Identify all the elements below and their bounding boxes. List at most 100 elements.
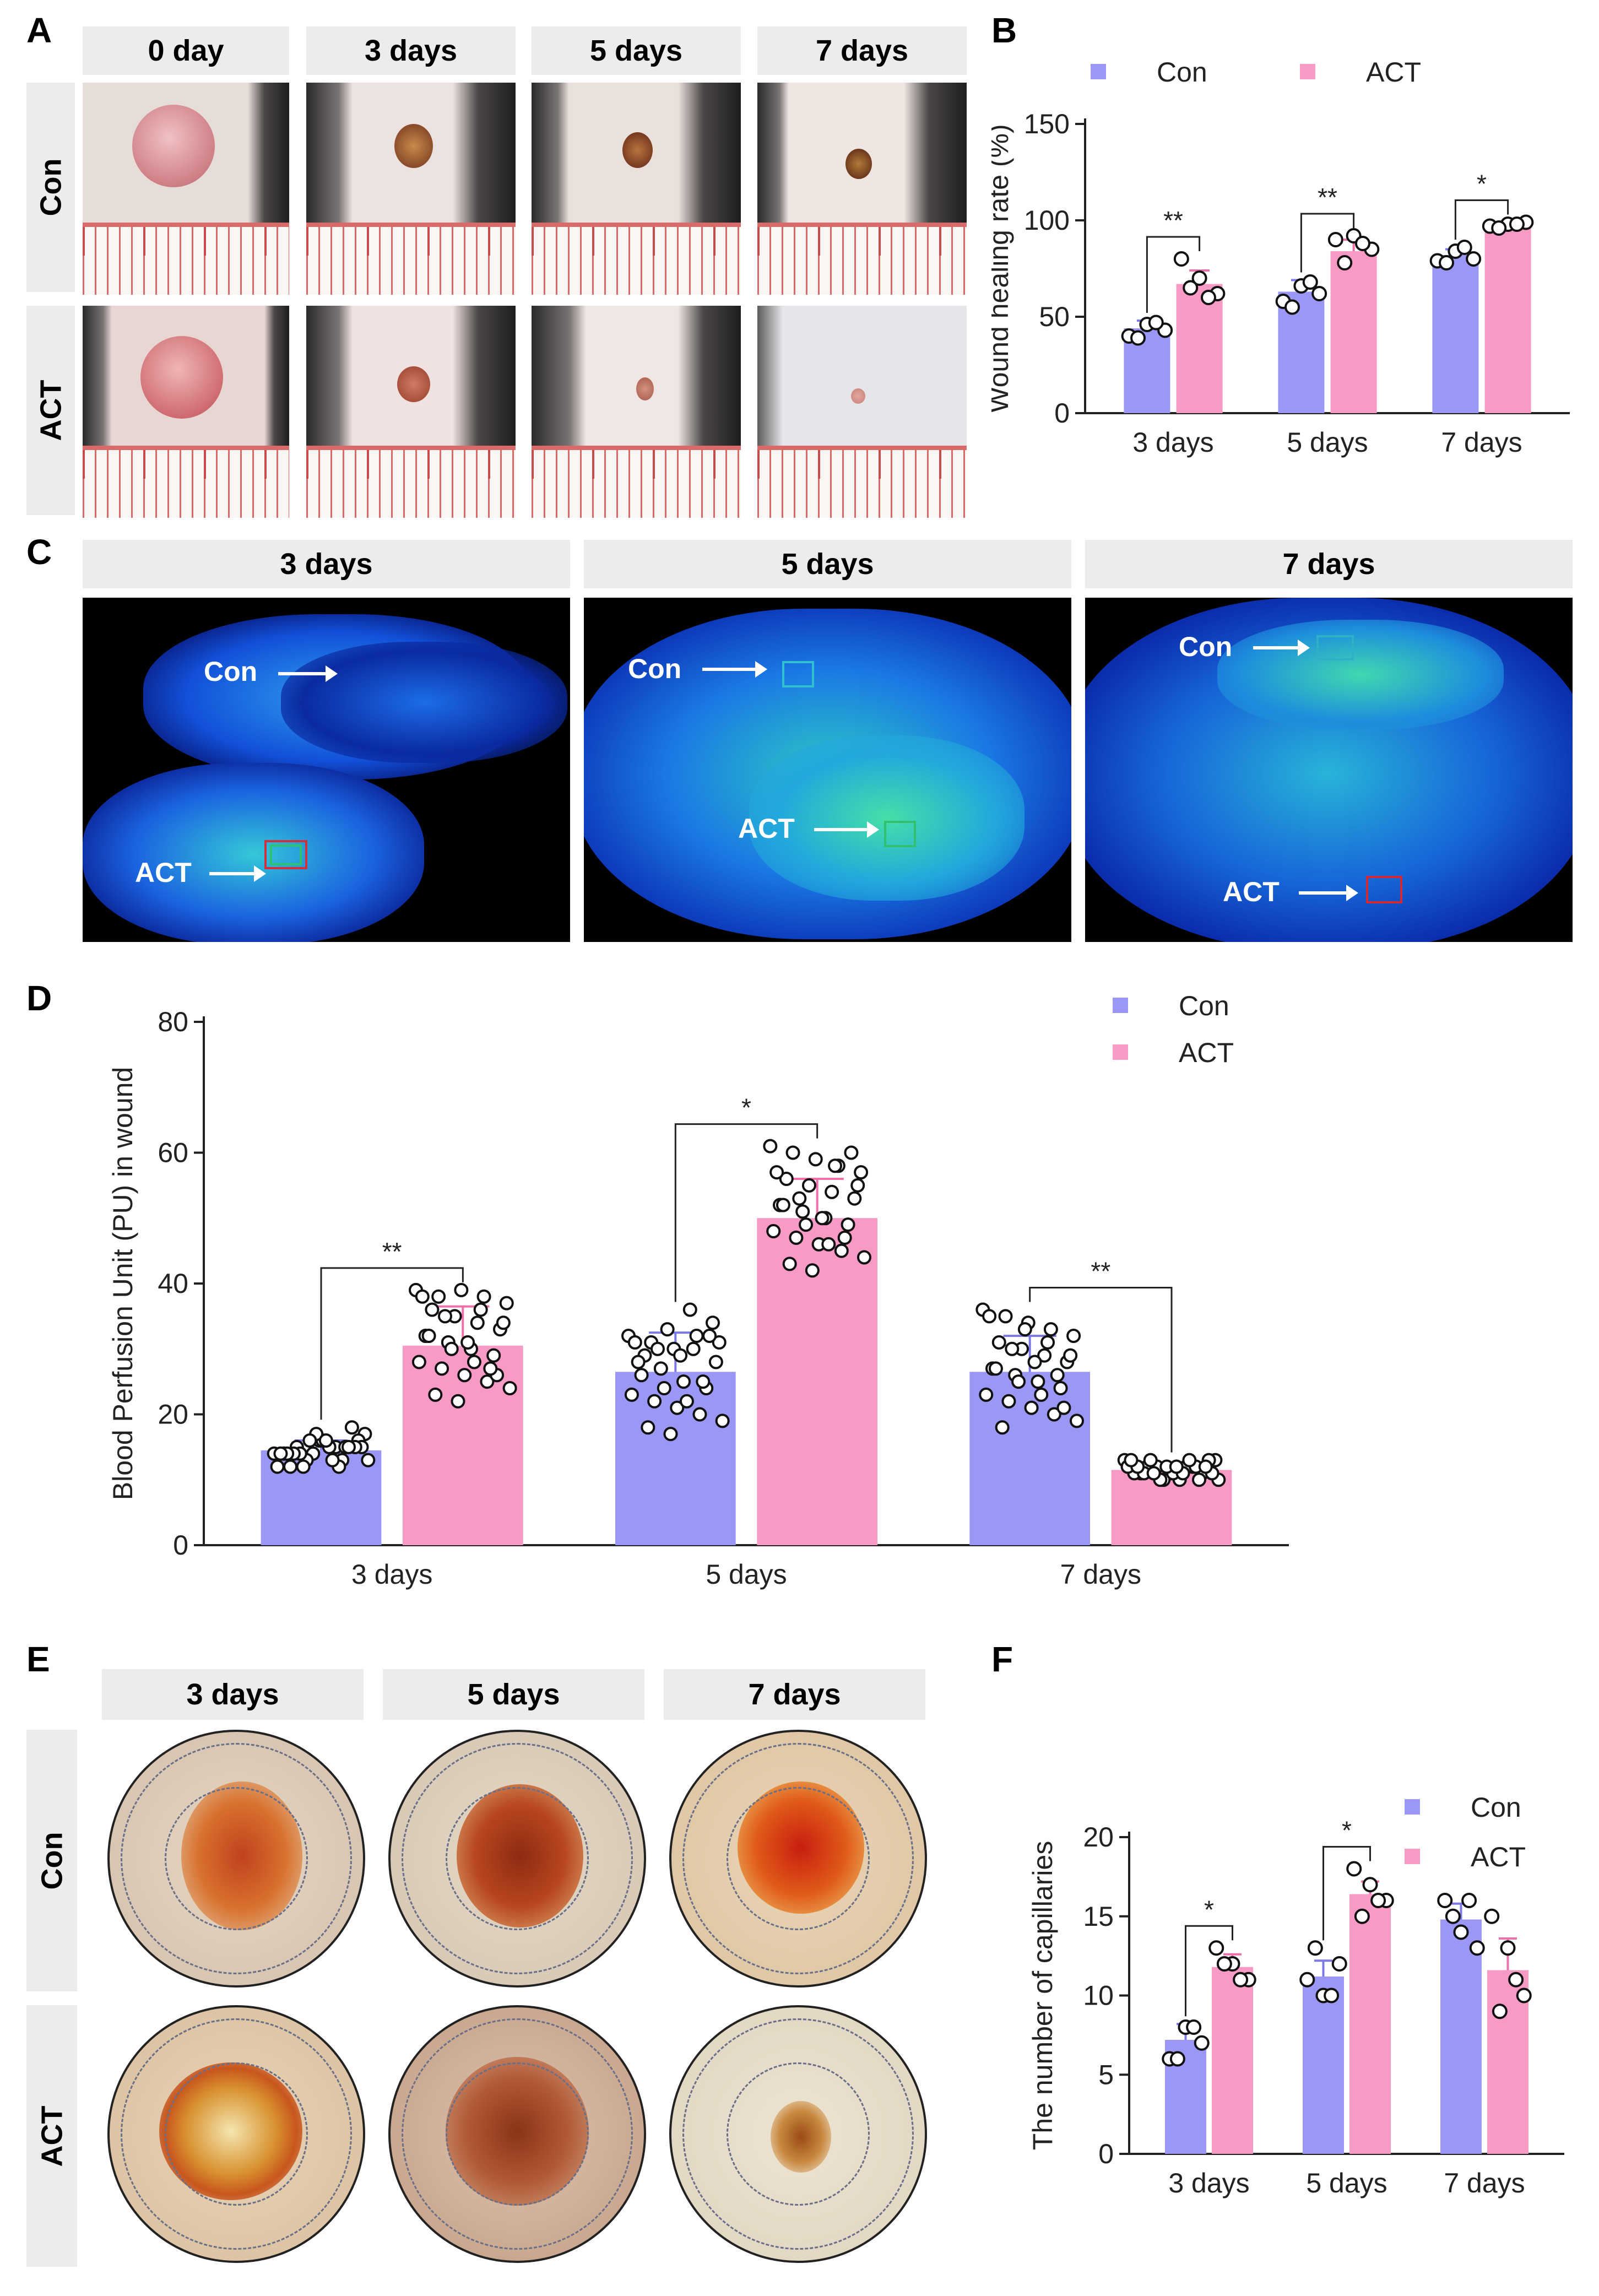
data-point <box>1053 1381 1068 1395</box>
y-axis-title: Wound healing rate (%) <box>991 124 1014 413</box>
data-point <box>1311 286 1327 301</box>
data-point <box>1516 1988 1532 2003</box>
legend-swatch-act <box>1300 64 1315 79</box>
data-point <box>1284 299 1300 315</box>
legend-swatch-act <box>1113 1044 1128 1060</box>
data-point <box>1362 1877 1378 1893</box>
data-point <box>411 1355 426 1369</box>
data-point <box>1324 1988 1340 2003</box>
data-point <box>847 1191 862 1206</box>
e-col-header-0: 3 days <box>102 1669 364 1720</box>
data-point <box>624 1387 639 1402</box>
y-tick-label: 10 <box>1083 1980 1114 2011</box>
x-tick-label: 3 days <box>1168 2168 1249 2198</box>
significance-bracket <box>1029 1287 1173 1453</box>
data-point <box>850 1178 865 1193</box>
data-point <box>1346 1861 1362 1877</box>
data-point <box>457 1368 472 1383</box>
c-perfusion-image-5days: Con ACT <box>584 598 1071 942</box>
y-tick-label: 50 <box>1039 301 1070 332</box>
data-point <box>663 1427 678 1442</box>
data-point <box>415 1289 430 1304</box>
data-point <box>318 1433 333 1448</box>
data-point <box>1370 1893 1386 1908</box>
legend-swatch-con <box>1113 998 1128 1013</box>
data-point <box>844 1145 859 1160</box>
data-point <box>1047 1407 1061 1422</box>
data-point <box>499 1296 514 1311</box>
bar-con-1 <box>1278 291 1325 413</box>
a-photo-con-3days <box>306 83 516 295</box>
data-point <box>634 1368 649 1383</box>
a-photo-act-3days <box>306 306 516 518</box>
data-point <box>1056 1400 1071 1415</box>
data-point <box>1169 2051 1185 2067</box>
data-point <box>1011 1374 1026 1389</box>
data-point <box>715 1414 730 1428</box>
data-point <box>1037 1348 1052 1363</box>
significance-label: ** <box>382 1237 402 1266</box>
data-point <box>1066 1329 1081 1343</box>
data-point <box>692 1407 707 1422</box>
data-point <box>1148 315 1164 331</box>
data-point <box>1327 232 1343 247</box>
data-point <box>982 1309 997 1324</box>
legend-swatch-act <box>1405 1849 1420 1864</box>
data-point <box>1146 1466 1161 1481</box>
a-photo-act-5days <box>532 306 741 518</box>
a-photo-con-0day <box>83 83 289 295</box>
data-point <box>998 1309 1013 1324</box>
data-point <box>776 1198 790 1212</box>
c-label-con-3days: Con <box>204 656 258 687</box>
data-point <box>454 1282 469 1297</box>
data-point <box>991 1335 1006 1350</box>
data-point <box>431 1289 446 1304</box>
y-tick-label: 20 <box>158 1399 188 1430</box>
data-point <box>1302 274 1318 290</box>
data-point <box>799 1217 814 1232</box>
data-point <box>1492 2003 1508 2019</box>
significance-bracket <box>1454 199 1509 240</box>
data-point <box>496 1315 511 1330</box>
data-point <box>670 1400 685 1415</box>
y-tick-label: 80 <box>158 1006 188 1037</box>
a-col-header-2: 5 days <box>532 26 741 75</box>
chart-b-wound-healing: 0 50 100 150 Wound healing rate (%) Con ACT 3 d… <box>991 57 1570 458</box>
data-point <box>673 1348 688 1363</box>
data-point <box>480 1374 495 1389</box>
data-point <box>361 1453 376 1468</box>
data-point <box>1034 1387 1049 1402</box>
data-point <box>785 1145 800 1160</box>
data-point <box>1453 1924 1469 1940</box>
data-point <box>795 1204 810 1219</box>
c-label-act-5days: ACT <box>738 813 795 844</box>
data-point <box>437 1309 452 1324</box>
significance-bracket <box>1146 236 1201 313</box>
data-point <box>1331 1956 1347 1972</box>
data-point <box>702 1329 717 1343</box>
data-point <box>641 1420 655 1435</box>
data-point <box>1063 1348 1078 1363</box>
data-point <box>467 1355 481 1369</box>
panel-letter-c: C <box>26 532 52 572</box>
data-point <box>1337 255 1353 270</box>
a-col-header-0: 0 day <box>83 26 289 75</box>
panel-letter-b: B <box>991 10 1017 50</box>
y-tick-label: 100 <box>1024 205 1070 236</box>
significance-label: * <box>1477 170 1487 198</box>
data-point <box>801 1178 816 1193</box>
data-point <box>854 1165 869 1180</box>
data-point <box>821 1237 836 1252</box>
data-point <box>1354 1908 1370 1924</box>
data-point <box>815 1211 830 1226</box>
bar-act-2 <box>1484 224 1531 413</box>
data-point <box>342 1439 356 1454</box>
data-point <box>712 1335 727 1350</box>
c-perfusion-image-7days: Con ACT <box>1085 598 1573 942</box>
panel-letter-e: E <box>26 1639 50 1679</box>
data-point <box>805 1263 820 1278</box>
data-point <box>325 1453 340 1468</box>
c-col-header-1: 5 days <box>584 540 1071 588</box>
bar-con-1 <box>1303 1976 1344 2154</box>
c-arrow-act-3days <box>209 865 266 882</box>
